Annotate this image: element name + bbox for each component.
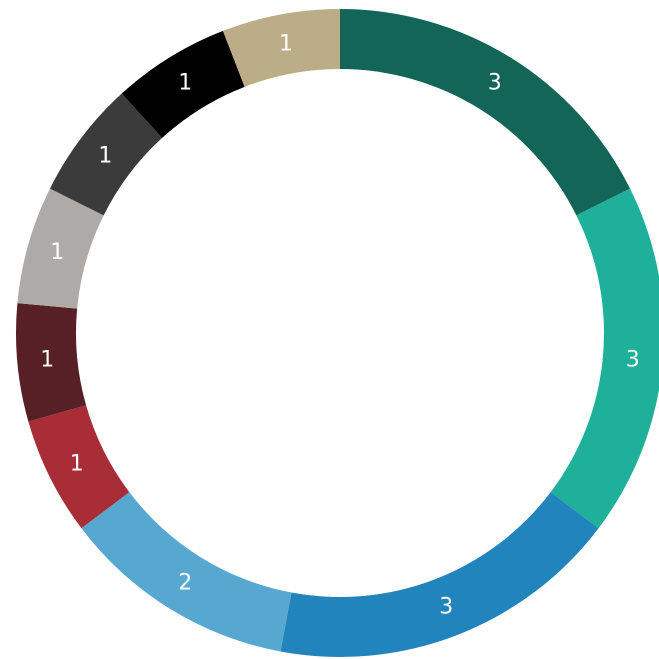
slice-label-3: 3 (439, 595, 453, 620)
donut-slice-10 (222, 9, 340, 87)
slice-label-4: 2 (178, 571, 192, 596)
donut-slice-3 (280, 492, 599, 658)
donut-slice-1 (340, 9, 631, 216)
slice-label-5: 1 (70, 452, 84, 477)
donut-slice-2 (550, 188, 659, 529)
donut-slice-4 (81, 492, 292, 652)
donut-slice-7 (17, 188, 104, 309)
slice-label-9: 1 (178, 71, 192, 96)
donut-slice-6 (15, 303, 87, 422)
slice-label-1: 3 (488, 71, 502, 96)
slice-label-10: 1 (279, 32, 293, 57)
slice-label-8: 1 (98, 143, 112, 168)
donut-slice-9 (121, 30, 245, 138)
donut-slice-5 (28, 405, 130, 529)
slice-label-6: 1 (40, 348, 54, 373)
slice-label-2: 3 (626, 348, 640, 373)
slice-label-7: 1 (50, 240, 64, 265)
donut-slice-8 (49, 93, 163, 216)
slice-labels-layer: 3 3 3 2 1 1 1 1 1 1 (40, 32, 639, 620)
slices-layer (15, 9, 659, 658)
